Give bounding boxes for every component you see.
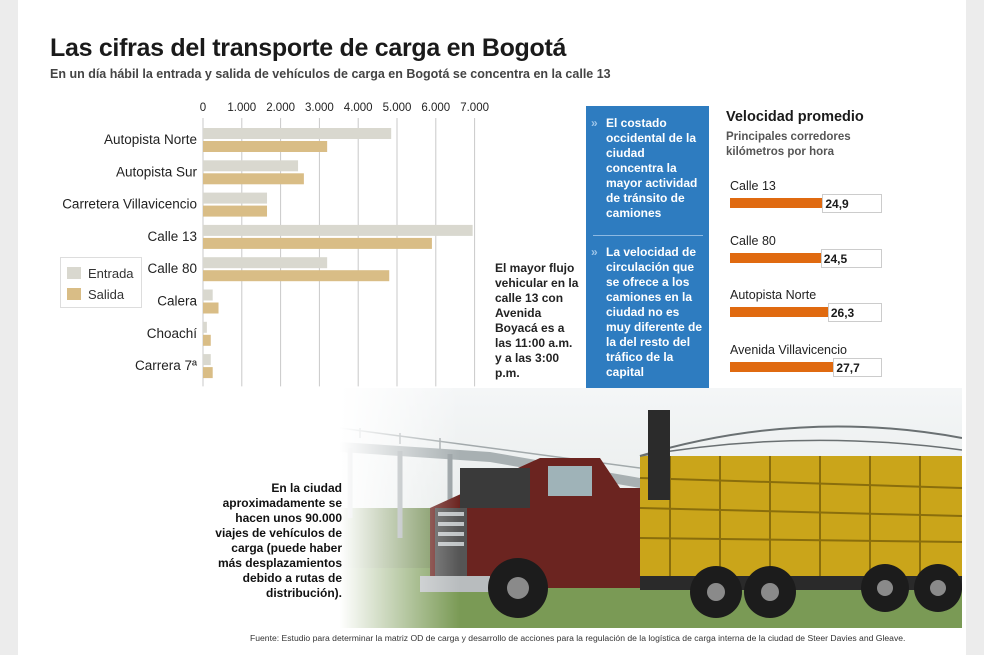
- highlights-box: » El costado occidental de la ciudad con…: [586, 106, 709, 388]
- bar-entrada: [203, 354, 211, 366]
- photo-caption: En la ciudad aproximadamente se hacen un…: [215, 481, 342, 600]
- x-tick-label: 4.000: [344, 102, 373, 114]
- speed-value-label: 26,3: [827, 303, 882, 322]
- speed-item: Avenida Villavicencio 27,7: [730, 343, 890, 383]
- speed-chart-subtitle: Principales corredores kilómetros por ho…: [726, 131, 851, 158]
- bar-salida: [203, 141, 328, 152]
- x-tick-label: 5.000: [383, 102, 412, 114]
- highlight-item: » La velocidad de circulación que se ofr…: [591, 245, 704, 380]
- bar-salida: [203, 237, 432, 249]
- legend-entry-salida: Salida: [67, 286, 125, 302]
- x-tick-label: 3.000: [305, 102, 334, 114]
- bar-entrada: [203, 192, 268, 204]
- highlight-divider: [593, 235, 703, 236]
- bar-salida: [203, 302, 219, 314]
- x-tick-label: 1.000: [227, 102, 256, 114]
- source-note: Fuente: Estudio para determinar la matri…: [250, 633, 906, 643]
- speed-value-label: 24,5: [820, 249, 882, 268]
- speed-bar: [730, 253, 827, 263]
- category-label: Calle 80: [147, 261, 197, 276]
- speed-bar: [730, 198, 829, 208]
- bar-salida: [203, 334, 211, 346]
- x-tick-label: 2.000: [266, 102, 295, 114]
- speed-value-label: 27,7: [833, 358, 882, 377]
- speed-category-label: Autopista Norte: [730, 288, 817, 302]
- highlight-item: » El costado occidental de la ciudad con…: [591, 116, 704, 221]
- bar-entrada: [203, 289, 213, 301]
- bar-entrada: [203, 321, 207, 333]
- traffic-bar-chart: 0 1.000 2.000 3.000 4.000 5.000 6.000 7.000 Auto…: [62, 102, 489, 387]
- highlight-text: La velocidad de circulación que se ofrec…: [606, 245, 703, 379]
- speed-category-label: Avenida Villavicencio: [730, 343, 847, 357]
- bar-entrada: [203, 224, 473, 236]
- speed-bar: [730, 362, 840, 372]
- bar-salida: [203, 173, 304, 185]
- double-chevron-icon: »: [591, 245, 598, 259]
- speed-category-label: Calle 13: [730, 179, 776, 193]
- bar-entrada: [203, 257, 328, 269]
- category-label: Carretera Villavicencio: [62, 197, 197, 212]
- category-label: Autopista Norte: [104, 132, 197, 147]
- x-tick-label: 0: [200, 102, 206, 114]
- speed-bar: [730, 307, 834, 317]
- category-label: Autopista Sur: [116, 164, 198, 179]
- speed-item: Autopista Norte 26,3: [730, 288, 890, 328]
- x-tick-label: 7.000: [460, 102, 489, 114]
- category-label: Choachí: [147, 326, 198, 341]
- legend-entry-entrada: Entrada: [67, 265, 134, 281]
- page-title: Las cifras del transporte de carga en Bo…: [50, 34, 567, 62]
- peak-flow-note: El mayor flujo vehicular en la calle 13 …: [495, 261, 579, 380]
- speed-item: Calle 13 24,9: [730, 179, 890, 219]
- chart-legend: Entrada Salida: [60, 257, 142, 308]
- category-label: Carrera 7ª: [135, 358, 198, 373]
- category-label: Calle 13: [147, 229, 197, 244]
- bar-entrada: [203, 160, 299, 172]
- legend-swatch-entrada: [67, 267, 81, 279]
- highlight-text: El costado occidental de la ciudad conce…: [606, 116, 698, 220]
- legend-swatch-salida: [67, 288, 81, 300]
- x-tick-label: 6.000: [421, 102, 450, 114]
- speed-category-label: Calle 80: [730, 234, 776, 248]
- page-subtitle: En un día hábil la entrada y salida de v…: [50, 67, 611, 81]
- speed-value-label: 24,9: [822, 194, 882, 213]
- legend-label-entrada: Entrada: [88, 265, 134, 281]
- bar-salida: [203, 367, 213, 379]
- legend-label-salida: Salida: [88, 286, 125, 302]
- bar-salida: [203, 270, 390, 282]
- category-label: Calera: [157, 294, 197, 309]
- double-chevron-icon: »: [591, 116, 598, 130]
- speed-item: Calle 80 24,5: [730, 234, 890, 274]
- bar-entrada: [203, 128, 392, 139]
- truck-photo: [340, 388, 962, 628]
- bar-salida: [203, 205, 268, 217]
- speed-chart-title: Velocidad promedio: [726, 109, 864, 125]
